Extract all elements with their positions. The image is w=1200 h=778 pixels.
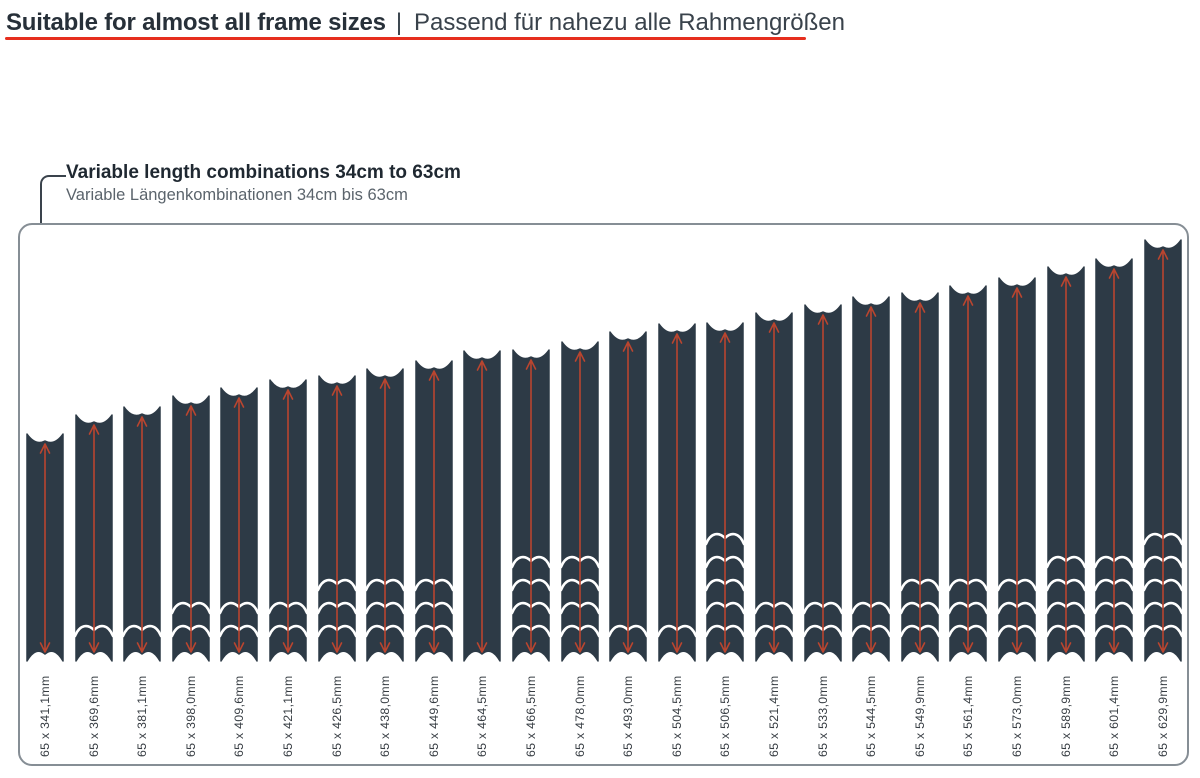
length-measure-arrow — [39, 443, 51, 653]
title-english: Suitable for almost all frame sizes — [6, 9, 386, 36]
protector-strip — [413, 360, 455, 662]
strip-size-label: 65 x 573,0mm — [1010, 675, 1024, 757]
strip-size-label: 65 x 466,5mm — [524, 675, 538, 757]
protector-strip — [850, 296, 892, 662]
length-measure-arrow — [379, 378, 391, 653]
strip-size-label: 65 x 629,9mm — [1155, 675, 1170, 757]
strip-size-label: 65 x 438,0mm — [378, 675, 393, 757]
protector-strip — [948, 285, 989, 662]
title-divider: | — [395, 9, 403, 36]
diagram-frame — [18, 223, 1189, 766]
length-measure-arrow — [817, 314, 828, 653]
strip-size-label: 65 x 561,4mm — [961, 675, 976, 757]
protector-strip — [1142, 239, 1184, 662]
length-measure-arrow — [185, 405, 197, 653]
annotation-connector-line — [40, 175, 66, 226]
protector-strip — [316, 375, 357, 662]
protector-strip — [26, 433, 64, 662]
length-measure-arrow — [622, 341, 634, 653]
length-measure-arrow — [88, 424, 99, 653]
length-measure-arrow — [720, 332, 731, 653]
length-measure-arrow — [525, 359, 537, 653]
length-measure-arrow — [428, 370, 440, 653]
protector-strip — [463, 350, 502, 662]
title-german: Passend für nahezu alle Rahmengrößen — [414, 9, 845, 36]
protector-strip — [705, 322, 746, 662]
strip-size-label: 65 x 464,5mm — [475, 675, 490, 757]
protector-strip — [73, 414, 114, 662]
length-measure-arrow — [1157, 249, 1169, 653]
protector-strip — [1045, 266, 1086, 662]
annotation-german: Variable Längenkombinationen 34cm bis 63… — [66, 186, 408, 204]
strip-size-label: 65 x 533,0mm — [815, 675, 830, 757]
length-measure-arrow — [865, 306, 877, 653]
strip-size-label: 65 x 409,6mm — [232, 675, 247, 757]
protector-strip — [121, 406, 163, 662]
protector-strip — [802, 304, 843, 662]
protector-strip — [510, 349, 552, 662]
length-measure-arrow — [1060, 276, 1071, 653]
strip-size-label: 65 x 601,4mm — [1107, 675, 1122, 757]
protector-strip — [753, 312, 795, 662]
protector-strip — [1093, 258, 1135, 662]
length-measure-arrow — [477, 360, 488, 653]
strip-size-label: 65 x 449,6mm — [426, 675, 441, 757]
strip-size-label: 65 x 426,5mm — [329, 675, 344, 757]
length-measure-arrow — [234, 397, 245, 653]
length-measure-arrow — [1011, 287, 1023, 653]
length-measure-arrow — [282, 389, 294, 653]
protector-strip — [170, 395, 212, 662]
length-measure-arrow — [768, 322, 780, 653]
length-measure-arrow — [136, 416, 148, 653]
strip-size-label: 65 x 421,1mm — [281, 675, 295, 757]
strip-size-label: 65 x 589,9mm — [1058, 675, 1073, 757]
length-measure-arrow — [574, 351, 585, 653]
protector-strip — [219, 387, 260, 662]
protector-strip — [267, 379, 309, 662]
strip-size-label: 65 x 506,5mm — [718, 675, 733, 757]
strip-size-label: 65 x 549,9mm — [912, 675, 927, 757]
title-underline — [5, 37, 806, 40]
length-measure-arrow — [963, 295, 974, 653]
strip-size-label: 65 x 398,0mm — [183, 675, 198, 757]
length-measure-arrow — [1108, 268, 1120, 653]
annotation-english: Variable length combinations 34cm to 63c… — [66, 162, 461, 183]
strip-size-label: 65 x 341,1mm — [38, 675, 52, 757]
length-measure-arrow — [914, 302, 926, 653]
strip-size-label: 65 x 478,0mm — [572, 675, 587, 757]
page-title: Suitable for almost all frame sizes | Pass… — [6, 9, 845, 37]
length-measure-arrow — [331, 385, 342, 653]
length-measure-arrow — [671, 333, 683, 653]
strip-size-label: 65 x 369,6mm — [86, 675, 101, 757]
strip-size-label: 65 x 493,0mm — [621, 675, 636, 757]
protector-strip — [607, 331, 649, 662]
strip-size-label: 65 x 381,1mm — [135, 675, 150, 757]
protector-strip — [656, 323, 698, 662]
strip-size-label: 65 x 521,4mm — [767, 675, 781, 757]
protector-strip — [899, 292, 941, 662]
strip-size-label: 65 x 504,5mm — [669, 675, 684, 757]
strip-size-label: 65 x 544,5mm — [864, 675, 879, 757]
protector-strip — [559, 341, 600, 662]
protector-strip — [996, 277, 1038, 662]
protector-strip — [364, 368, 406, 662]
